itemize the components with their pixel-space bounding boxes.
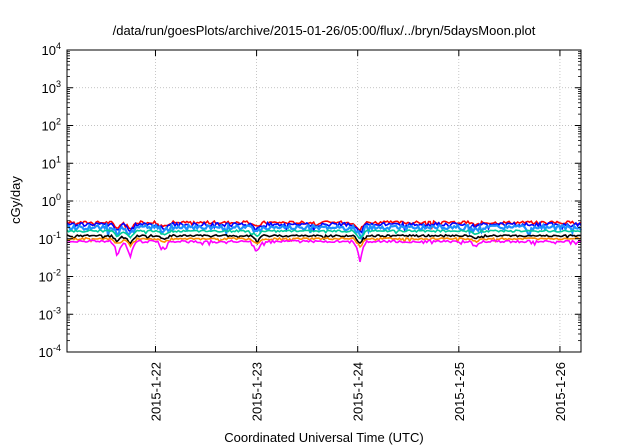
series-line (66, 221, 582, 242)
y-tick-label: 10-1 (39, 230, 61, 247)
x-tick-label: 2015-1-22 (148, 362, 163, 421)
series-line (66, 238, 582, 263)
y-axis-label: cGy/day (8, 176, 23, 224)
x-tick-label: 2015-1-25 (452, 362, 467, 421)
series-line (66, 236, 582, 249)
series-line (66, 228, 582, 240)
y-tick-label: 10-3 (39, 305, 61, 322)
x-tick-label: 2015-1-24 (351, 362, 366, 421)
y-axis-ticks: 10-4 10-3 10-2 10-1 100 101 102 103 104 (39, 41, 581, 360)
series-layer (66, 219, 582, 263)
grid (67, 49, 581, 353)
y-tick-label: 101 (42, 154, 61, 171)
x-tick-label: 2015-1-26 (553, 362, 568, 421)
chart-title: /data/run/goesPlots/archive/2015-01-26/0… (113, 23, 536, 38)
y-tick-label: 102 (42, 117, 61, 134)
x-tick-label: 2015-1-23 (250, 362, 265, 421)
x-axis-ticks: 2015-1-22 2015-1-23 2015-1-24 2015-1-25 2015… (148, 50, 568, 421)
y-tick-label: 103 (42, 79, 61, 96)
y-tick-label: 104 (42, 41, 61, 58)
x-axis-label: Coordinated Universal Time (UTC) (224, 430, 423, 445)
y-tick-label: 10-2 (39, 268, 61, 285)
y-tick-label: 10-4 (39, 343, 61, 360)
y-tick-label: 100 (42, 192, 61, 209)
